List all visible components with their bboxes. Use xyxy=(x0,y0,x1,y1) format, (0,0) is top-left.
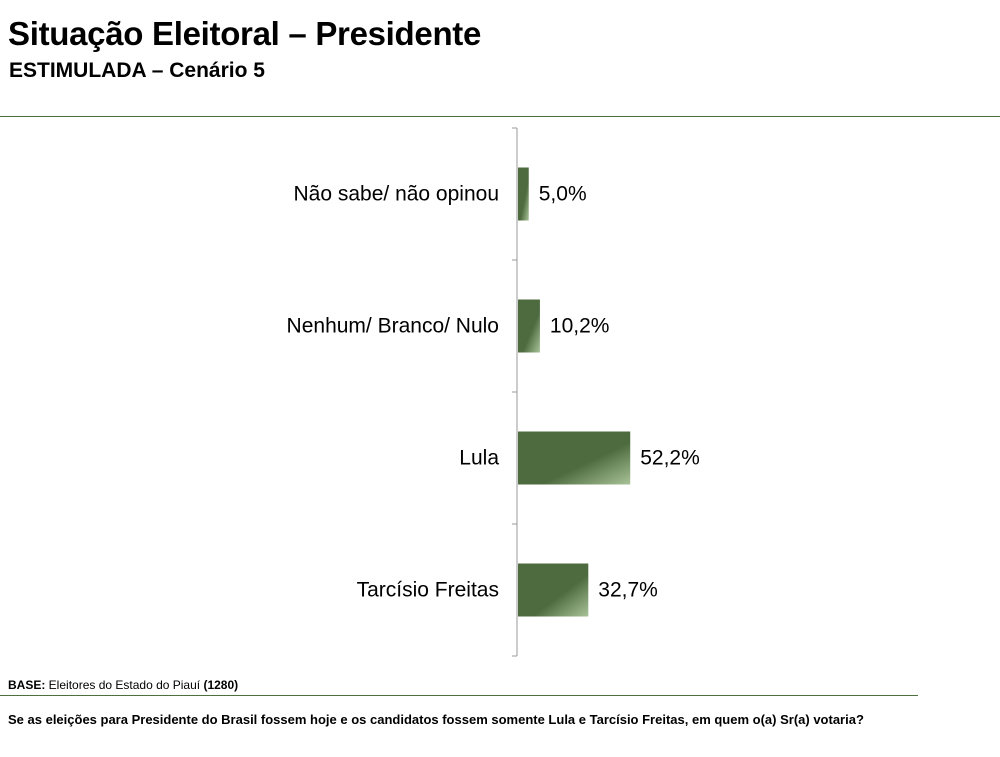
category-label: Lula xyxy=(459,447,499,470)
base-count: (1280) xyxy=(203,678,239,692)
base-text: Eleitores do Estado do Piauí xyxy=(45,678,204,692)
footer-divider xyxy=(0,695,918,696)
bar xyxy=(518,167,529,221)
bar xyxy=(518,431,631,485)
data-label: 32,7% xyxy=(598,579,658,602)
category-label: Tarcísio Freitas xyxy=(357,579,499,602)
data-label: 5,0% xyxy=(539,183,587,206)
category-label: Nenhum/ Branco/ Nulo xyxy=(287,315,499,338)
bar xyxy=(518,299,540,353)
chart-subtitle: ESTIMULADA – Cenário 5 xyxy=(9,59,265,82)
bar-chart: Não sabe/ não opinou 5,0% Nenhum/ Branco/ … xyxy=(287,127,700,657)
category-label: Não sabe/ não opinou xyxy=(294,183,500,206)
data-label: 10,2% xyxy=(550,315,610,338)
data-label: 52,2% xyxy=(640,447,700,470)
bar xyxy=(518,563,589,617)
header-divider xyxy=(0,116,1000,117)
base-note: BASE: Eleitores do Estado do Piauí (1280… xyxy=(8,678,238,693)
base-label: BASE: xyxy=(8,678,46,692)
survey-question: Se as eleições para Presidente do Brasil… xyxy=(8,712,864,727)
chart-title: Situação Eleitoral – Presidente xyxy=(8,15,482,52)
